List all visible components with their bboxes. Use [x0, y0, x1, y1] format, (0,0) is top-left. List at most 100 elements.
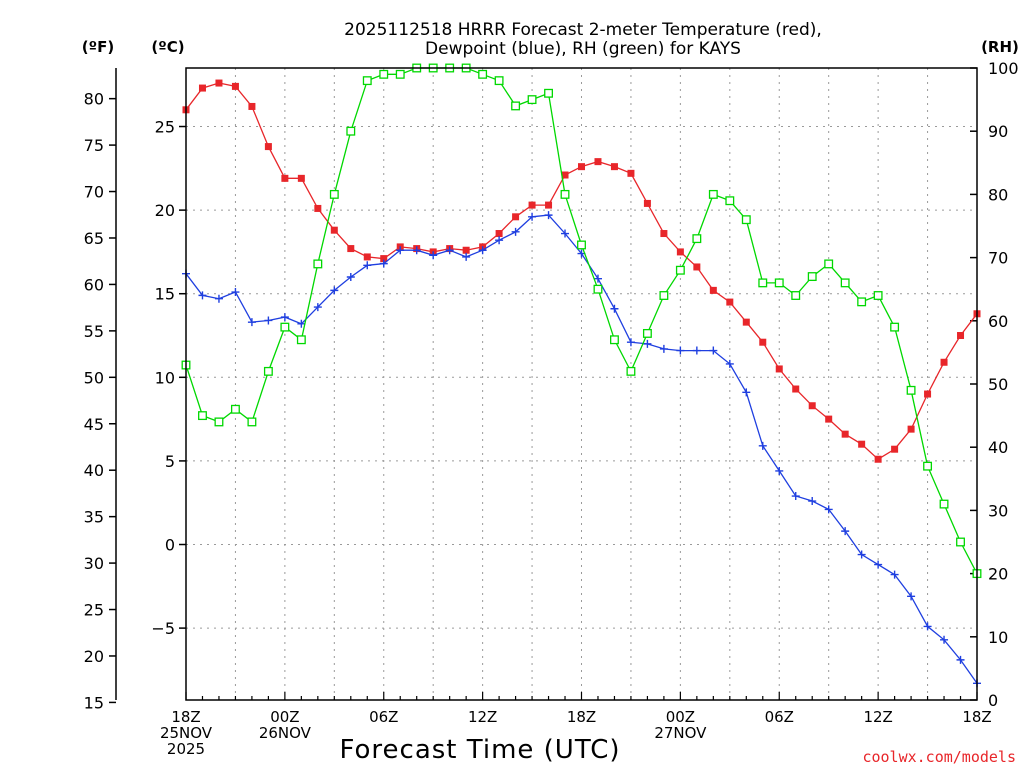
- temperature-point: [561, 171, 569, 179]
- rh-point: [708, 189, 718, 199]
- celsius-tick-label: −5: [151, 619, 175, 638]
- temperature-point: [610, 163, 618, 171]
- source-credit: coolwx.com/models: [862, 748, 1016, 766]
- temperature-point: [297, 174, 305, 182]
- dewpoint-point: [214, 294, 223, 303]
- x-tick-label: 25NOV: [160, 724, 213, 742]
- rh-point: [346, 126, 356, 136]
- rh-tick-label: 20: [988, 565, 1008, 584]
- temperature-point: [347, 245, 355, 253]
- dewpoint-point: [775, 466, 784, 475]
- dewpoint-point: [890, 570, 899, 579]
- temperature-point: [545, 201, 553, 209]
- plot-frame: [185, 67, 978, 701]
- temperature-point: [528, 201, 536, 209]
- celsius-unit-label: (ºC): [151, 38, 184, 56]
- rh-point: [659, 291, 669, 300]
- dewpoint-point: [808, 497, 817, 506]
- x-tick-label: 12Z: [863, 708, 892, 726]
- dewpoint-point: [297, 319, 306, 328]
- dewpoint-point: [709, 346, 718, 355]
- dewpoint-point: [841, 527, 850, 536]
- temperature-point: [215, 79, 223, 87]
- rh-point: [610, 335, 619, 345]
- dewpoint-point: [462, 252, 471, 261]
- rh-point: [890, 322, 900, 332]
- x-tick-label: 18Z: [962, 708, 991, 726]
- x-tick-label: 12Z: [468, 708, 497, 726]
- dewpoint-point: [445, 246, 454, 255]
- rh-tick-label: 100: [988, 59, 1019, 78]
- dewpoint-point: [692, 346, 701, 355]
- dewpoint-point: [923, 622, 932, 631]
- rh-point: [593, 284, 603, 294]
- rh-point: [692, 234, 702, 244]
- x-tick-label: 26NOV: [259, 724, 312, 742]
- fahrenheit-tick-label: 80: [84, 90, 104, 109]
- dewpoint-point: [610, 304, 619, 313]
- temperature-point: [660, 230, 668, 238]
- rh-point: [478, 69, 488, 79]
- rh-unit-label: (RH): [981, 38, 1019, 56]
- temperature-point: [792, 385, 800, 393]
- celsius-tick-label: 20: [155, 201, 175, 220]
- fahrenheit-tick-label: 55: [84, 322, 104, 341]
- dewpoint-point: [758, 441, 767, 450]
- dewpoint-point: [528, 212, 537, 221]
- temperature-point: [907, 425, 915, 433]
- dewpoint-point: [907, 592, 916, 601]
- x-tick-label: 2025: [167, 740, 205, 758]
- dewpoint-point: [956, 655, 965, 664]
- rh-tick-label: 40: [988, 438, 1008, 457]
- fahrenheit-tick-label: 15: [84, 693, 104, 712]
- rh-point: [577, 240, 586, 250]
- rh-tick-label: 0: [988, 691, 998, 710]
- fahrenheit-unit-label: (ºF): [82, 38, 114, 56]
- fahrenheit-tick-label: 45: [84, 415, 104, 434]
- celsius-tick-label: 5: [165, 452, 175, 471]
- rh-point: [824, 259, 834, 269]
- dewpoint-point: [231, 288, 240, 297]
- dewpoint-point: [791, 492, 800, 501]
- dewpoint-point: [940, 635, 949, 644]
- temperature-point: [643, 199, 651, 207]
- dewpoint-point: [511, 227, 520, 236]
- fahrenheit-tick-label: 75: [84, 136, 104, 155]
- rh-point: [774, 278, 784, 288]
- temperature-point: [841, 430, 849, 438]
- rh-point: [923, 461, 933, 471]
- temperature-point: [676, 248, 684, 256]
- rh-tick-label: 50: [988, 375, 1008, 394]
- rh-point: [247, 417, 257, 427]
- fahrenheit-tick-label: 25: [84, 601, 104, 620]
- grid-lines: [186, 68, 977, 700]
- fahrenheit-tick-label: 30: [84, 554, 104, 573]
- rh-point: [642, 328, 652, 338]
- rh-tick-label: 60: [988, 312, 1008, 331]
- dewpoint-point: [412, 246, 421, 255]
- fahrenheit-tick-label: 40: [84, 461, 104, 480]
- dewpoint-point: [643, 339, 652, 348]
- rh-point: [511, 101, 521, 111]
- rh-tick-label: 30: [988, 501, 1008, 520]
- dewpoint-point: [824, 505, 833, 514]
- dewpoint-point: [379, 259, 388, 268]
- fahrenheit-tick-label: 50: [84, 368, 104, 387]
- temperature-point: [462, 246, 470, 254]
- rh-point: [544, 88, 553, 98]
- dewpoint-point: [313, 303, 322, 312]
- celsius-tick-label: 10: [155, 368, 175, 387]
- rh-point: [395, 69, 405, 79]
- temperature-point: [264, 143, 272, 151]
- dewpoint-point: [561, 229, 570, 238]
- temperature-point: [693, 263, 701, 271]
- temperature-point: [594, 158, 602, 166]
- x-tick-label: 06Z: [369, 708, 398, 726]
- x-axis-label: Forecast Time (UTC): [339, 735, 620, 765]
- temperature-point: [248, 102, 256, 110]
- rh-tick-label: 70: [988, 249, 1008, 268]
- fahrenheit-tick-label: 20: [84, 647, 104, 666]
- chart-title-line2: Dewpoint (blue), RH (green) for KAYS: [425, 39, 741, 59]
- temperature-point: [726, 298, 734, 306]
- dewpoint-point: [725, 359, 734, 368]
